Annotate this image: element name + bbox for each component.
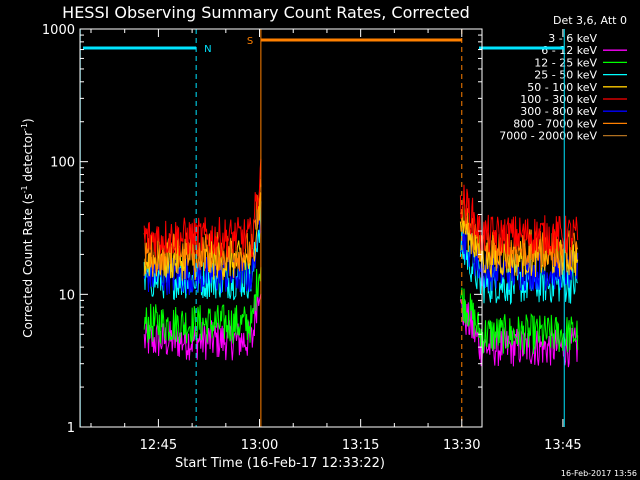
- series-300-800keV-segment-1: [460, 226, 579, 292]
- x-axis-label: Start Time (16-Feb-17 12:33:22): [175, 456, 385, 471]
- legend-label-8: 7000 - 20000 keV: [499, 130, 597, 143]
- series-25-50keV-segment-0: [143, 201, 262, 301]
- legend-label-0: 3 - 6 keV: [548, 32, 597, 45]
- series-800-7000keV-segment-0: [143, 179, 262, 272]
- x-tick-label-2: 13:15: [342, 438, 379, 453]
- series-800-7000keV-segment-1: [459, 198, 579, 270]
- series-12-25keV-segment-0: [143, 267, 262, 345]
- y-tick-label-0: 1: [67, 421, 75, 436]
- legend-label-7: 800 - 7000 keV: [513, 117, 597, 130]
- series-100-300keV-segment-0: [143, 158, 262, 259]
- plot-frame: [79, 28, 483, 428]
- y-tick-label-2: 100: [50, 156, 75, 171]
- legend-label-4: 50 - 100 keV: [527, 81, 597, 94]
- x-tick-label-3: 13:30: [443, 438, 480, 453]
- y-tick-label-3: 1000: [42, 23, 75, 38]
- legend-label-6: 300 - 800 keV: [520, 105, 597, 118]
- y-axis-label-sup1: -1: [20, 185, 29, 193]
- y-tick-label-1: 10: [58, 288, 75, 303]
- x-tick-label-1: 13:00: [241, 438, 278, 453]
- legend-header: Det 3,6, Att 0: [553, 14, 627, 27]
- y-axis-label: Corrected Count Rate (s-1 detector-1): [20, 118, 35, 337]
- saa-label: S: [247, 36, 253, 47]
- legend-label-1: 6 - 12 keV: [541, 44, 597, 57]
- x-tick-label-4: 13:45: [544, 438, 581, 453]
- data-layer: [143, 158, 579, 368]
- y-axis-label-sup2: -1: [20, 123, 29, 131]
- legend-label-5: 100 - 300 keV: [520, 93, 597, 106]
- y-axis-label-end: ): [21, 118, 35, 123]
- generation-timestamp: 16-Feb-2017 13:56: [561, 469, 637, 478]
- series-6-12keV-segment-1: [459, 299, 579, 368]
- series-100-300keV-segment-1: [459, 184, 579, 255]
- chart-title: HESSI Observing Summary Count Rates, Cor…: [62, 3, 470, 22]
- legend-label-3: 25 - 50 keV: [534, 69, 597, 82]
- y-axis-label-main: Corrected Count Rate (s: [21, 193, 35, 337]
- x-tick-label-0: 12:45: [140, 438, 177, 453]
- night-label: N: [204, 44, 211, 55]
- legend-label-2: 12 - 25 keV: [534, 56, 597, 69]
- y-axis-label-mid: detector: [21, 131, 35, 186]
